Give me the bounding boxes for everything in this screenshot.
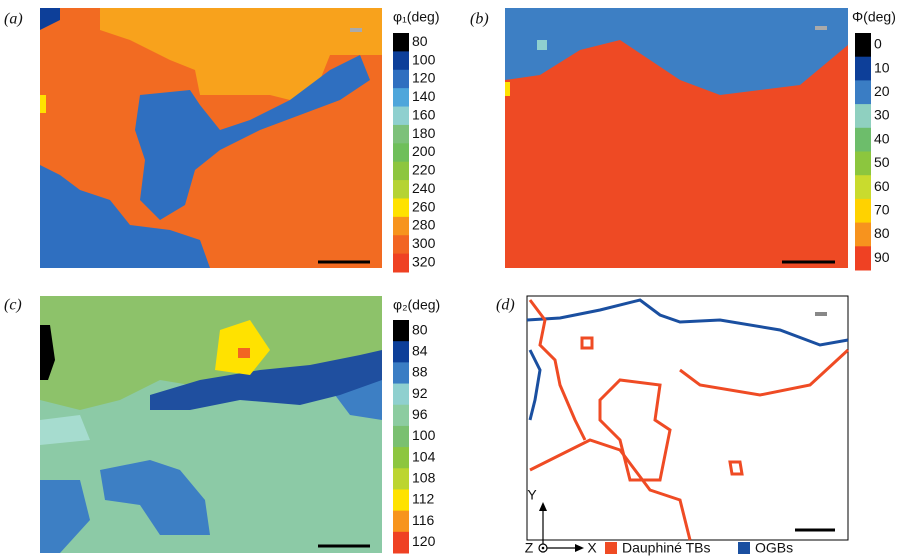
map-c [40,296,382,553]
colorbar-tick-label: 116 [412,512,435,528]
map-b [505,8,848,268]
colorbar-tick-label: 80 [412,33,428,49]
colorbar-swatch [393,384,409,406]
colorbar-swatch [393,362,409,384]
colorbar-swatch [855,152,871,176]
colorbar-tick-label: 104 [412,448,436,464]
colorbar-tick-label: 92 [412,385,428,401]
colorbar-swatch [393,143,409,162]
colorbar-swatch [855,57,871,81]
colorbar-tick-label: 50 [874,154,890,170]
colorbar-tick-label: 80 [412,321,428,337]
colorbar-swatch [855,246,871,270]
legend-swatch [605,542,617,554]
colorbar-tick-label: 240 [412,180,436,196]
colorbar-swatch [393,51,409,70]
colorbar-title: φ₂(deg) [393,297,440,313]
colorbar-tick-label: 160 [412,106,436,122]
colorbar-tick-label: 140 [412,88,436,104]
colorbar-swatch [393,532,409,554]
colorbar-swatch [393,70,409,89]
legend-label: Dauphiné TBs [622,540,710,556]
colorbar-swatch [393,489,409,511]
colorbar-tick-label: 88 [412,364,428,380]
colorbar-tick-label: 100 [412,51,436,67]
colorbar-swatch [393,217,409,236]
colorbar-tick-label: 108 [412,470,436,486]
colorbar-tick-label: 200 [412,143,436,159]
map-d [527,296,848,552]
colorbar-tick-label: 80 [874,225,890,241]
colorbar-swatch [855,80,871,104]
colorbar-swatch [393,341,409,363]
axis-label: X [587,540,597,556]
colorbar-tick-label: 180 [412,125,436,141]
colorbar-swatch [393,88,409,107]
colorbar-swatch [393,468,409,490]
colorbar-tick-label: 70 [874,201,890,217]
colorbar-swatch [393,405,409,427]
colorbar-tick-label: 40 [874,130,890,146]
colorbar-swatch [855,104,871,128]
colorbar-tick-label: 90 [874,249,890,265]
colorbar-swatch [393,235,409,254]
colorbar-tick-label: 112 [412,491,435,507]
colorbar-tick-label: 96 [412,406,428,422]
colorbar-swatch [393,107,409,126]
colorbar-swatch [393,125,409,144]
panel-label: (c) [4,297,22,314]
colorbar-swatch [393,33,409,52]
colorbar-tick-label: 60 [874,178,890,194]
colorbar-tick-label: 84 [412,342,428,358]
colorbar-swatch [855,223,871,247]
axis-label: Y [527,487,537,503]
colorbar-tick-label: 220 [412,162,436,178]
figure: (a) φ₁(deg) (b) Φ(deg) (c) φ₂(deg) [0,0,914,557]
colorbar-tick-label: 300 [412,235,436,251]
colorbar-title: Φ(deg) [852,9,896,25]
colorbar-tick-label: 320 [412,254,436,270]
panel-label: (a) [4,11,23,28]
colorbar-tick-label: 10 [874,59,890,75]
colorbar-swatch [855,199,871,223]
colorbar-tick-label: 280 [412,217,436,233]
colorbar-title: φ₁(deg) [393,9,439,25]
colorbar-tick-label: 120 [412,533,436,549]
colorbar-tick-label: 0 [874,36,882,52]
colorbar-swatch [855,128,871,152]
colorbar-tick-label: 260 [412,198,436,214]
panel-label: (d) [496,297,515,314]
colorbar-swatch [393,511,409,533]
colorbar-tick-label: 20 [874,83,890,99]
map-a [40,8,382,268]
colorbar-swatch [393,426,409,448]
colorbar-tick-label: 100 [412,427,436,443]
colorbar-swatch [393,447,409,469]
legend-label: OGBs [755,540,793,556]
axis-label: Z [525,540,534,556]
colorbar-tick-label: 30 [874,107,890,123]
colorbar-swatch [855,33,871,57]
colorbar-tick-label: 120 [412,70,436,86]
panel-label: (b) [470,11,489,28]
colorbar-swatch [393,254,409,273]
colorbar-swatch [393,320,409,342]
colorbar-swatch [393,162,409,181]
colorbar-swatch [393,180,409,199]
legend-swatch [738,542,750,554]
colorbar-swatch [393,198,409,217]
colorbar-swatch [855,175,871,199]
